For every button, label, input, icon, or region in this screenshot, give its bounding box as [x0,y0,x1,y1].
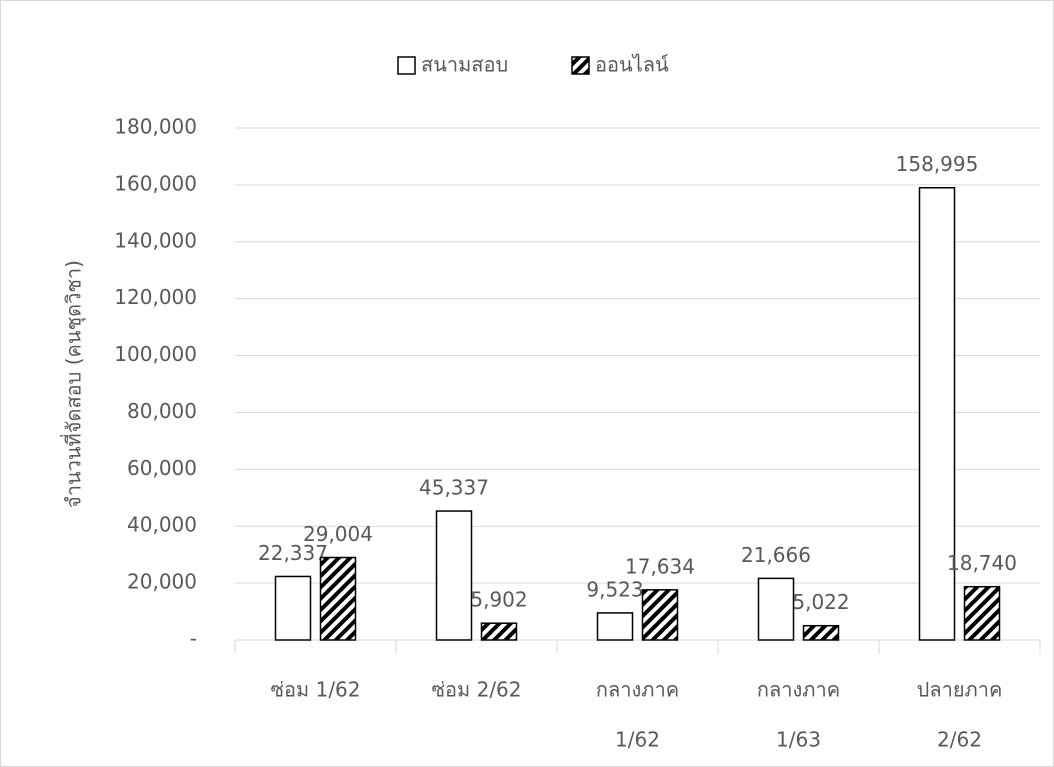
y-tick-label: 140,000 [114,228,197,252]
value-label: 5,022 [792,590,849,614]
x-tick-label: 1/62 [615,728,660,752]
bar [482,623,517,640]
y-tick-label: 100,000 [114,342,197,366]
value-label: 17,634 [625,554,695,578]
y-tick-label: 40,000 [127,513,197,537]
y-tick-label: 20,000 [127,570,197,594]
bar [643,590,678,640]
legend-swatch [398,57,415,74]
x-tick-label: 1/63 [776,728,821,752]
y-tick-label: 60,000 [127,456,197,480]
value-label: 18,740 [947,551,1017,575]
bar [437,511,472,640]
y-tick-label: - [190,627,197,651]
bar [804,626,839,640]
x-tick-label: ซ่อม 1/62 [270,678,360,702]
x-tick-label: กลางภาค [596,678,679,702]
y-tick-label: 160,000 [114,171,197,195]
bar [965,587,1000,640]
bar [321,557,356,640]
value-label: 9,523 [586,577,643,601]
y-axis-label: จำนวนที่จัดสอบ (คนชุดวิชา) [60,260,87,508]
bar [759,578,794,640]
y-tick-label: 80,000 [127,399,197,423]
bar [598,613,633,640]
x-tick-label: ซ่อม 2/62 [431,678,521,702]
y-tick-label: 120,000 [114,285,197,309]
x-tick-label: ปลายภาค [917,678,1003,702]
value-label: 5,902 [470,588,527,612]
value-label: 29,004 [303,522,373,546]
x-tick-label: กลางภาค [757,678,840,702]
y-tick-label: 180,000 [114,115,197,139]
value-label: 158,995 [896,152,979,176]
legend-swatch [572,57,589,74]
legend-label: สนามสอบ [421,53,508,77]
bar [276,576,311,640]
chart: จำนวนที่จัดสอบ (คนชุดวิชา) - 20,000 40,000… [0,0,1054,767]
x-tick-label: 2/62 [937,728,982,752]
value-label: 21,666 [741,543,811,567]
value-label: 45,337 [419,476,489,500]
legend-label: ออนไลน์ [595,53,669,77]
